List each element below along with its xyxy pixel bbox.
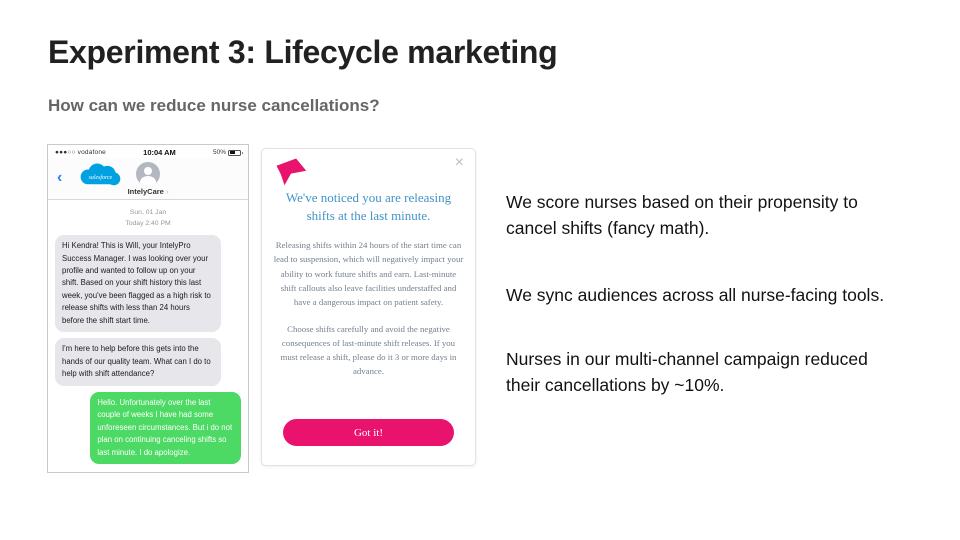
message-bubble-received: I'm here to help before this gets into t…	[55, 338, 221, 386]
note-campaign-results: Nurses in our multi-channel campaign red…	[506, 349, 868, 396]
close-icon[interactable]: ×	[454, 154, 464, 171]
message-bubble-received: Hi Kendra! This is Will, your IntelyPro …	[55, 235, 221, 333]
back-chevron-icon[interactable]: ‹	[57, 169, 63, 186]
sms-screenshot: ●●●○○ vodafone 10:04 AM 50% ‹ sal	[47, 144, 249, 473]
chat-date: Sun, 01 Jan Today 2:40 PM	[55, 208, 241, 229]
battery-percent: 50%	[212, 149, 226, 156]
modal-heading: We've noticed you are releasing shifts a…	[285, 190, 452, 224]
chevron-right-icon: ›	[165, 187, 169, 196]
page-title: Experiment 3: Lifecycle marketing	[48, 34, 558, 70]
modal-paragraph: Choose shifts carefully and avoid the ne…	[280, 323, 457, 376]
message-bubble-sent: Hello. Unfortunately over the last coupl…	[90, 391, 241, 465]
svg-text:salesforce: salesforce	[89, 174, 113, 181]
intelycare-modal-screenshot: × We've noticed you are releasing shifts…	[261, 148, 476, 466]
chat-header: ‹ salesforce IntelyCare	[48, 158, 248, 200]
battery-icon	[228, 149, 243, 156]
avatar-head	[144, 166, 152, 175]
contact-avatar-icon	[136, 162, 160, 186]
carrier-signal-label: ●●●○○ vodafone	[55, 149, 106, 156]
salesforce-logo-icon: salesforce	[76, 162, 124, 190]
status-time: 10:04 AM	[143, 148, 176, 157]
note-audience-sync: We sync audiences across all nurse-facin…	[506, 285, 885, 305]
modal-paragraph: Releasing shifts within 24 hours of the …	[273, 240, 464, 307]
intelycare-arrow-logo-icon	[275, 157, 307, 186]
avatar-body	[140, 176, 156, 186]
note-propensity-scoring: We score nurses based on their propensit…	[506, 192, 858, 239]
battery-fill	[229, 151, 235, 154]
phone-status-bar: ●●●○○ vodafone 10:04 AM 50%	[48, 145, 248, 158]
contact-name-label: IntelyCare	[127, 187, 164, 196]
contact-name[interactable]: IntelyCare ›	[48, 187, 248, 196]
chat-date-day: Sun, 01 Jan	[129, 209, 167, 216]
battery-status: 50%	[212, 149, 243, 156]
slide-subtitle: How can we reduce nurse cancellations?	[48, 96, 380, 115]
chat-body: Sun, 01 Jan Today 2:40 PM Hi Kendra! Thi…	[48, 200, 248, 465]
got-it-button[interactable]: Got it!	[283, 419, 454, 446]
chat-date-time: Today 2:40 PM	[125, 219, 171, 227]
